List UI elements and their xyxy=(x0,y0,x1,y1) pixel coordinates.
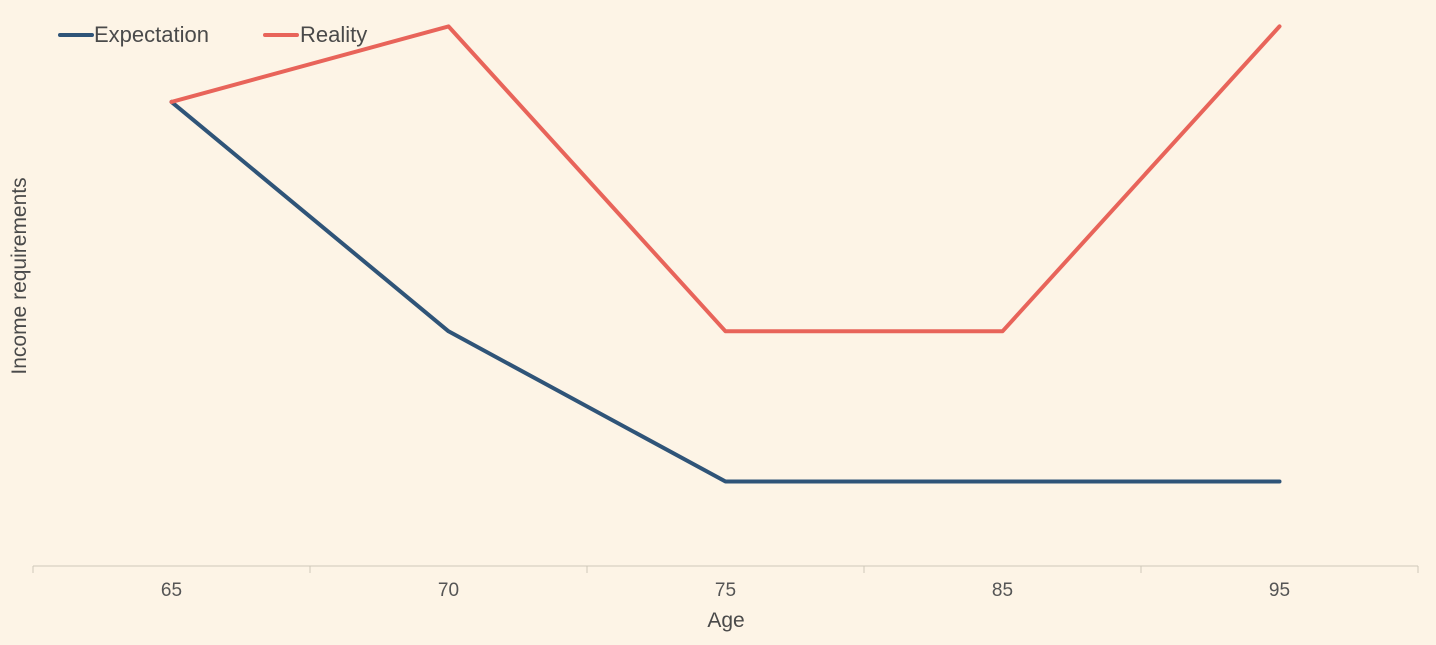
x-tick-labels: 65 70 75 85 95 xyxy=(161,580,1290,601)
legend-item-expectation: Expectation xyxy=(58,22,209,47)
legend-item-reality: Reality xyxy=(263,22,367,47)
x-tick-label-95: 95 xyxy=(1269,580,1290,601)
series-line-reality xyxy=(169,24,1282,334)
x-tick-label-85: 85 xyxy=(992,580,1013,601)
legend-label-expectation: Expectation xyxy=(94,22,209,47)
y-axis-title: Income requirements xyxy=(8,177,31,374)
x-tick-label-75: 75 xyxy=(715,580,736,601)
x-tick-label-70: 70 xyxy=(438,580,459,601)
legend-label-reality: Reality xyxy=(300,22,367,47)
x-tick-label-65: 65 xyxy=(161,580,182,601)
series-layer xyxy=(169,24,1282,484)
x-axis xyxy=(32,565,1419,573)
series-line-expectation xyxy=(169,99,1282,484)
legend: Expectation Reality xyxy=(58,22,367,47)
x-axis-title: Age xyxy=(707,609,744,632)
